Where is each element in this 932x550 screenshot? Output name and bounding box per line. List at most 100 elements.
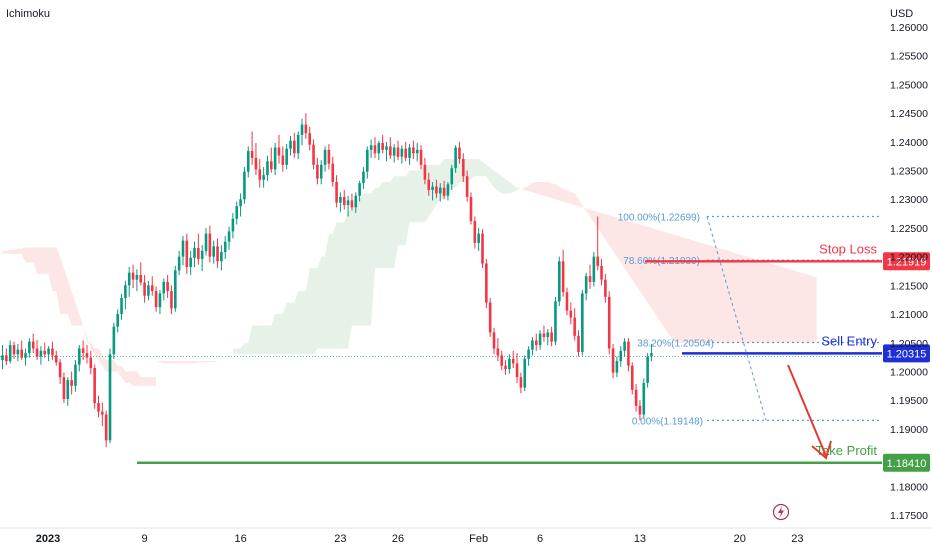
candle	[531, 337, 534, 356]
lightning-badge[interactable]	[772, 503, 790, 521]
price-tick-label: 1.25000	[890, 79, 928, 91]
candle	[170, 285, 173, 315]
candle-body	[162, 281, 166, 294]
candle	[611, 343, 615, 379]
candle-body	[181, 240, 185, 257]
candle-body	[174, 270, 177, 309]
candle	[28, 338, 31, 358]
candle	[534, 333, 538, 351]
candle	[89, 350, 93, 375]
candle	[577, 330, 580, 357]
candle-body	[47, 348, 50, 355]
time-axis[interactable]: 2023 9 16 23 26 Feb 6 13 20 23	[0, 527, 932, 545]
candle-body	[85, 353, 89, 358]
candle-body	[377, 142, 381, 154]
candle	[454, 145, 457, 173]
candle-body	[250, 151, 254, 158]
candle-body	[124, 285, 127, 298]
candle-body	[569, 310, 573, 318]
candle	[446, 182, 450, 201]
candle-body	[285, 148, 288, 165]
candle	[415, 142, 419, 162]
candle-body	[135, 275, 139, 280]
candle-body	[39, 350, 43, 357]
candle-body	[78, 348, 81, 365]
candle	[604, 273, 607, 303]
candle-body	[70, 380, 73, 386]
candle-body	[308, 133, 311, 145]
candle	[323, 146, 327, 172]
candle-body	[231, 218, 235, 232]
candle-body	[435, 186, 438, 194]
candle-body	[289, 140, 292, 149]
candle	[550, 326, 553, 347]
candle-body	[646, 356, 649, 383]
candle-body	[331, 163, 335, 183]
candle-body	[623, 341, 626, 351]
candle-body	[600, 265, 603, 280]
candle	[35, 339, 39, 360]
candle-body	[220, 252, 223, 262]
candle	[419, 145, 423, 170]
candle	[74, 359, 77, 392]
candle	[124, 280, 127, 310]
candle-body	[584, 276, 588, 294]
candle	[293, 132, 296, 158]
candle	[316, 157, 319, 185]
price-axis[interactable]: 1.26000 1.25500 1.25000 1.24500 1.24000 1.235…	[890, 22, 928, 522]
trade-level-take-profit[interactable]: Take Profit 1.18410	[137, 443, 930, 472]
candle-body	[8, 345, 12, 362]
candle-body	[473, 221, 477, 243]
candle	[408, 144, 411, 165]
candle-body	[112, 326, 116, 355]
candle	[335, 175, 338, 208]
candle-body	[542, 333, 546, 338]
candle	[435, 179, 438, 199]
candle-body	[438, 187, 442, 194]
trade-level-stop-loss[interactable]: Stop Loss 1.21919	[645, 241, 930, 271]
candle	[81, 340, 85, 360]
candle-body	[412, 147, 415, 154]
candle-body	[400, 148, 404, 157]
candle-body	[531, 340, 534, 350]
candle-body	[427, 179, 431, 191]
candle-body	[62, 377, 66, 400]
candle-body	[404, 148, 407, 158]
candle-body	[607, 296, 611, 349]
candle	[342, 190, 346, 210]
price-tag	[883, 344, 930, 363]
candle-body	[561, 261, 565, 293]
candle-body	[150, 285, 154, 292]
price-tick-label: 1.25500	[890, 51, 928, 63]
candle	[204, 227, 208, 256]
candle	[285, 144, 288, 170]
candle	[600, 258, 603, 286]
candle-body	[31, 341, 35, 349]
candle	[373, 137, 377, 158]
candle-body	[538, 333, 542, 346]
time-tick-label: 16	[234, 533, 246, 545]
candle-body	[469, 196, 473, 222]
candle	[465, 170, 469, 202]
candle-body	[139, 275, 143, 283]
trade-level-sell-entry[interactable]: Sell Entry 1.20315	[682, 333, 930, 363]
candle	[630, 362, 634, 395]
candle	[239, 193, 242, 217]
candle	[431, 182, 434, 201]
candle	[438, 183, 442, 202]
candle-body	[408, 147, 411, 158]
candle	[561, 249, 565, 297]
candle-body	[235, 206, 239, 219]
candle	[243, 167, 246, 204]
candle	[481, 229, 484, 269]
trade-levels[interactable]: Stop Loss 1.21919 Sell Entry 1.20315 Take Pr…	[137, 241, 930, 472]
candle	[16, 343, 20, 362]
candle	[177, 250, 181, 276]
candle-body	[381, 142, 384, 150]
price-tick-label: 1.23500	[890, 166, 928, 178]
candle	[189, 250, 192, 276]
candle-body	[415, 149, 419, 154]
candle-body	[166, 281, 169, 292]
candle	[607, 291, 611, 355]
